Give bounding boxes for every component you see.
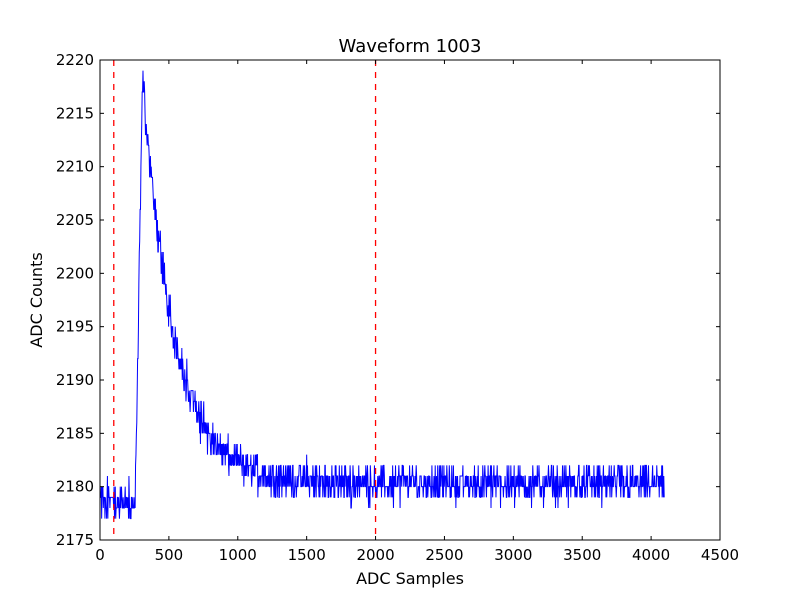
plot-frame: [99, 59, 721, 541]
x-tick-label: 500: [155, 546, 184, 564]
plot-background: [100, 60, 720, 540]
y-tick-label: 2180: [56, 478, 94, 496]
x-tick-label: 2000: [356, 546, 394, 564]
y-tick-label: 2205: [56, 211, 94, 229]
x-tick-label: 3500: [563, 546, 601, 564]
y-tick-label: 2185: [56, 424, 94, 442]
waveform-series-line: [100, 70, 665, 520]
y-tick-label: 2190: [56, 371, 94, 389]
x-tick-label: 0: [95, 546, 105, 564]
chart-title: Waveform 1003: [339, 36, 482, 57]
x-axis-label: ADC Samples: [356, 569, 464, 588]
x-tick-label: 1500: [288, 546, 326, 564]
x-tick-label: 4000: [632, 546, 670, 564]
y-axis-label: ADC Counts: [27, 252, 46, 347]
x-tick-label: 4500: [701, 546, 739, 564]
y-tick-label: 2210: [56, 158, 94, 176]
y-tick-label: 2215: [56, 104, 94, 122]
x-tick-label: 3000: [494, 546, 532, 564]
y-tick-label: 2195: [56, 318, 94, 336]
x-tick-label: 2500: [425, 546, 463, 564]
y-tick-label: 2200: [56, 264, 94, 282]
y-tick-label: 2175: [56, 531, 94, 549]
x-tick-label: 1000: [219, 546, 257, 564]
y-tick-label: 2220: [56, 51, 94, 69]
